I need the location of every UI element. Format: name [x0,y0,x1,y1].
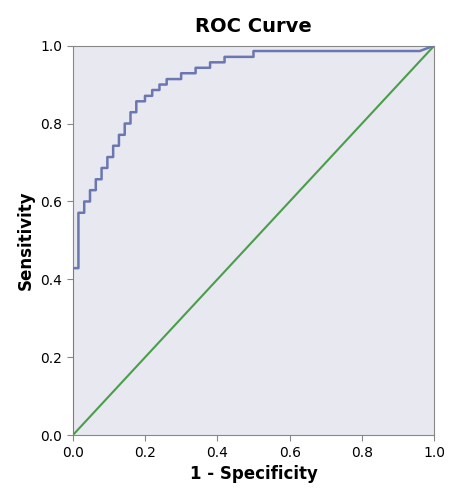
Y-axis label: Sensitivity: Sensitivity [17,190,35,290]
Title: ROC Curve: ROC Curve [195,16,312,36]
X-axis label: 1 - Specificity: 1 - Specificity [189,466,317,483]
